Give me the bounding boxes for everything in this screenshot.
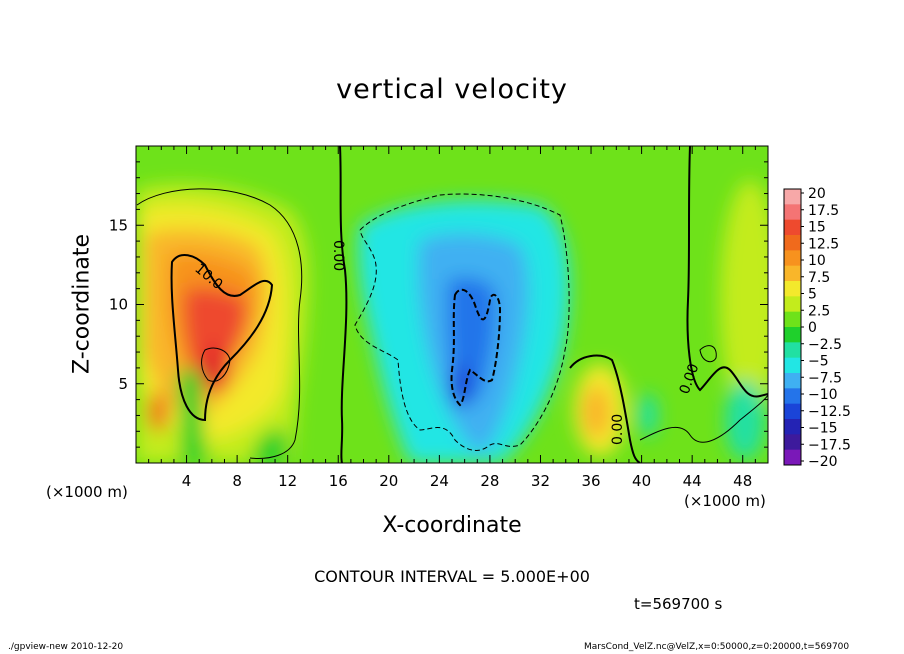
velocity-field: [136, 146, 768, 463]
colorbar-label: −7.5: [808, 370, 842, 386]
colorbar-label: −5: [808, 354, 829, 370]
x-tick-label: 4: [182, 472, 192, 490]
x-axis-ticks: [148, 146, 756, 463]
colorbar-segment: [784, 357, 801, 374]
chart-title: vertical velocity: [336, 74, 568, 105]
y-axis-tick-labels: 5 10 15: [109, 216, 128, 393]
footer-right: MarsCond_VelZ.nc@VelZ,x=0:50000,z=0:2000…: [584, 642, 850, 652]
x-tick-label: 16: [329, 472, 348, 490]
colorbar-segment: [784, 419, 801, 435]
colorbar-segment: [784, 403, 801, 420]
x-tick-label: 8: [232, 472, 242, 490]
x-tick-label: 12: [278, 472, 297, 490]
time-label: t=569700 s: [634, 595, 723, 613]
colorbar-label: 15: [808, 220, 826, 236]
colorbar-label: −20: [808, 454, 838, 470]
y-tick-label: 5: [118, 375, 128, 393]
x-tick-label: 28: [480, 472, 499, 490]
y-tick-label: 10: [109, 296, 128, 314]
colorbar-label: 5: [808, 287, 817, 303]
contour-lines: [136, 146, 768, 463]
x-tick-label: 44: [683, 472, 702, 490]
colorbar-labels: 2017.51512.5107.552.50−2.5−5−7.5−10−12.5…: [801, 186, 851, 470]
x-unit-label-right: (×1000 m): [684, 492, 766, 510]
x-tick-label: 48: [733, 472, 752, 490]
colorbar-segment: [784, 204, 801, 221]
colorbar-segment: [784, 342, 801, 359]
colorbar-label: −2.5: [808, 337, 842, 353]
contour-label-0-left: 0.00: [330, 240, 346, 271]
colorbar-label: 20: [808, 186, 826, 202]
colorbar-label: −12.5: [808, 404, 851, 420]
x-tick-label: 32: [531, 472, 550, 490]
colorbar-segment: [784, 449, 801, 466]
colorbar-label: 10: [808, 253, 826, 269]
colorbar-segment: [784, 265, 801, 282]
colorbar-segment: [784, 373, 801, 389]
colorbar-label: −17.5: [808, 437, 851, 453]
x-unit-label-left: (×1000 m): [46, 483, 128, 501]
x-tick-label: 20: [379, 472, 398, 490]
x-tick-label: 36: [581, 472, 600, 490]
contour-interval-text: CONTOUR INTERVAL = 5.000E+00: [314, 567, 590, 586]
colorbar-segment: [784, 388, 801, 405]
x-tick-label: 24: [430, 472, 449, 490]
colorbar-segment: [784, 235, 801, 251]
x-tick-label: 40: [632, 472, 651, 490]
footer-left: ./gpview-new 2010-12-20: [8, 642, 124, 652]
colorbar-segment: [784, 296, 801, 313]
colorbar-segment: [784, 189, 801, 205]
colorbar-segment: [784, 219, 801, 236]
colorbar-label: −10: [808, 387, 838, 403]
colorbar-label: −15: [808, 421, 838, 437]
x-axis-label: X-coordinate: [382, 513, 522, 538]
x-axis-tick-labels: 4 8 12 16 20 24 28 32 36 40 44 48: [182, 472, 752, 490]
colorbar-segment: [784, 311, 801, 328]
colorbar-segment: [784, 250, 801, 267]
colorbar-segment: [784, 434, 801, 451]
colorbar-segment: [784, 327, 801, 343]
colorbar-label: 12.5: [808, 236, 839, 252]
colorbar-label: 7.5: [808, 270, 830, 286]
y-tick-label: 15: [109, 216, 128, 234]
colorbar-label: 2.5: [808, 303, 830, 319]
y-axis-ticks: [136, 161, 768, 448]
colorbar-label: 17.5: [808, 203, 839, 219]
colorbar-label: 0: [808, 320, 817, 336]
contour-label-0-bottom: 0.00: [610, 414, 626, 445]
colorbar: [783, 188, 802, 466]
colorbar-segment: [784, 281, 801, 297]
